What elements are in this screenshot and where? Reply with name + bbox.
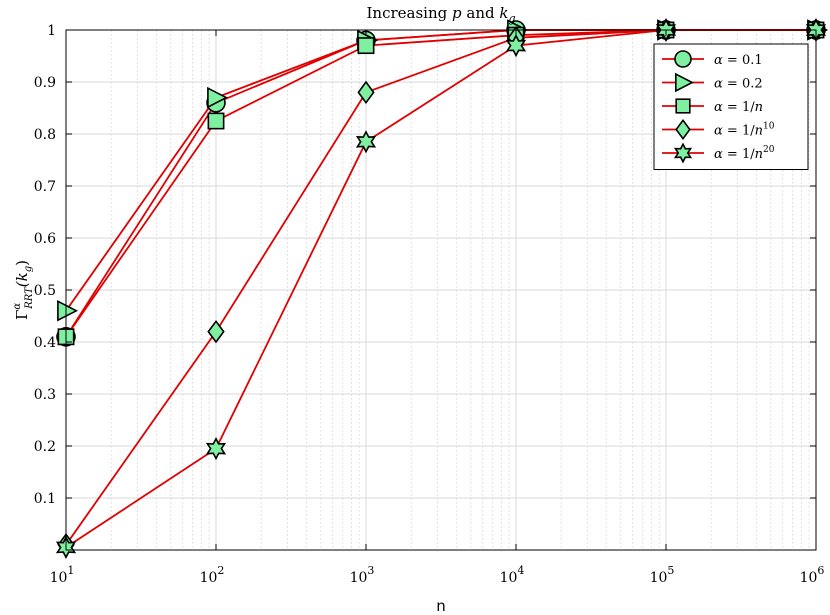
y-tick-label: 0.5	[34, 283, 56, 299]
legend-marker	[674, 72, 694, 93]
y-tick-label: 1	[47, 23, 56, 39]
legend-entry: α = 0.1	[662, 50, 763, 68]
legend-label: α = 1/n20	[714, 145, 775, 162]
x-axis-label: n	[436, 597, 446, 615]
y-axis-label: ΓαRRT(kg)	[12, 260, 35, 320]
y-tick-label: 0.4	[34, 335, 56, 351]
legend-label: α = 1/n	[714, 100, 763, 115]
data-point	[357, 80, 375, 105]
data-point	[57, 299, 79, 322]
x-tick-label: 103	[350, 564, 375, 586]
legend-entry: α = 0.2	[662, 72, 763, 93]
data-point	[207, 319, 225, 344]
y-tick-label: 0.9	[34, 75, 56, 91]
y-tick-label: 0.1	[34, 491, 56, 507]
legend-marker	[674, 50, 692, 68]
data-point	[355, 130, 377, 154]
legend-label: α = 1/n10	[714, 122, 775, 139]
legend-entry: α = 1/n	[662, 98, 763, 115]
data-point	[207, 112, 225, 130]
x-tick-label: 106	[800, 564, 825, 586]
legend-marker	[673, 142, 693, 164]
tick-layer: 101 102 103 104 105 106 0.1 0.2 0.3 0.4 0.5 0.6 0.7 0…	[34, 23, 825, 586]
y-tick-label: 0.8	[34, 127, 56, 143]
data-point	[207, 86, 229, 109]
legend-entry: α = 1/n10	[662, 118, 775, 141]
data-point	[205, 436, 227, 461]
y-tick-label: 0.2	[34, 439, 56, 455]
x-tick-label: 105	[650, 564, 675, 586]
legend: α = 0.1 α = 0.2 α = 1/n α = 1/n10 α = 1/n20	[653, 43, 809, 170]
legend-marker	[675, 118, 691, 141]
legend-label: α = 0.2	[714, 77, 763, 92]
data-point	[505, 33, 527, 58]
y-tick-label: 0.3	[34, 387, 56, 403]
legend-entry: α = 1/n20	[662, 142, 775, 164]
chart-title: Increasing p and kg	[366, 4, 515, 25]
data-point	[357, 37, 375, 55]
x-tick-label: 102	[200, 564, 225, 586]
legend-label: α = 0.1	[714, 53, 763, 68]
legend-marker	[675, 98, 691, 114]
y-tick-label: 0.7	[34, 179, 56, 195]
x-tick-label: 101	[50, 564, 75, 586]
y-tick-label: 0.6	[34, 231, 56, 247]
x-tick-label: 104	[500, 564, 525, 586]
